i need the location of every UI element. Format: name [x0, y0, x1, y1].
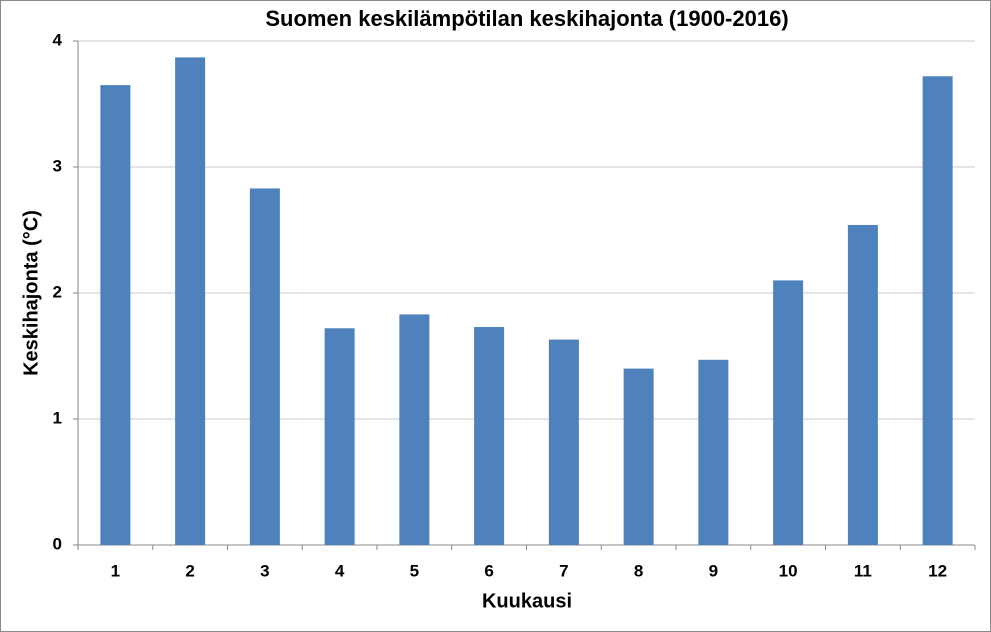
- x-axis-label: Kuukausi: [482, 590, 572, 612]
- y-tick-label: 4: [53, 30, 63, 49]
- x-tick-label: 8: [634, 561, 643, 580]
- y-tick-label: 0: [53, 534, 62, 553]
- bar: [922, 76, 953, 545]
- bar: [175, 57, 206, 545]
- bar: [249, 188, 280, 546]
- y-tick-label: 1: [53, 408, 62, 427]
- bar: [847, 224, 878, 545]
- bar: [474, 327, 505, 545]
- y-tick-label: 2: [53, 282, 62, 301]
- y-axis-label: Keskihajonta (°C): [20, 210, 42, 376]
- y-tick-label: 3: [53, 156, 62, 175]
- x-tick-label: 10: [779, 561, 798, 580]
- chart-title: Suomen keskilämpötilan keskihajonta (190…: [265, 6, 788, 31]
- x-tick-label: 3: [260, 561, 269, 580]
- x-tick-label: 4: [335, 561, 345, 580]
- x-tick-label: 12: [928, 561, 947, 580]
- bar: [623, 368, 654, 545]
- bar: [324, 328, 355, 545]
- bar: [399, 314, 430, 545]
- bar: [698, 359, 729, 545]
- x-tick-label: 9: [709, 561, 718, 580]
- x-tick-label: 2: [185, 561, 194, 580]
- bar: [773, 280, 804, 545]
- bar: [100, 85, 131, 545]
- x-tick-label: 11: [854, 561, 872, 580]
- x-tick-label: 7: [559, 561, 568, 580]
- x-tick-label: 5: [410, 561, 419, 580]
- x-tick-label: 6: [484, 561, 493, 580]
- x-tick-label: 1: [111, 561, 120, 580]
- bar: [548, 339, 579, 545]
